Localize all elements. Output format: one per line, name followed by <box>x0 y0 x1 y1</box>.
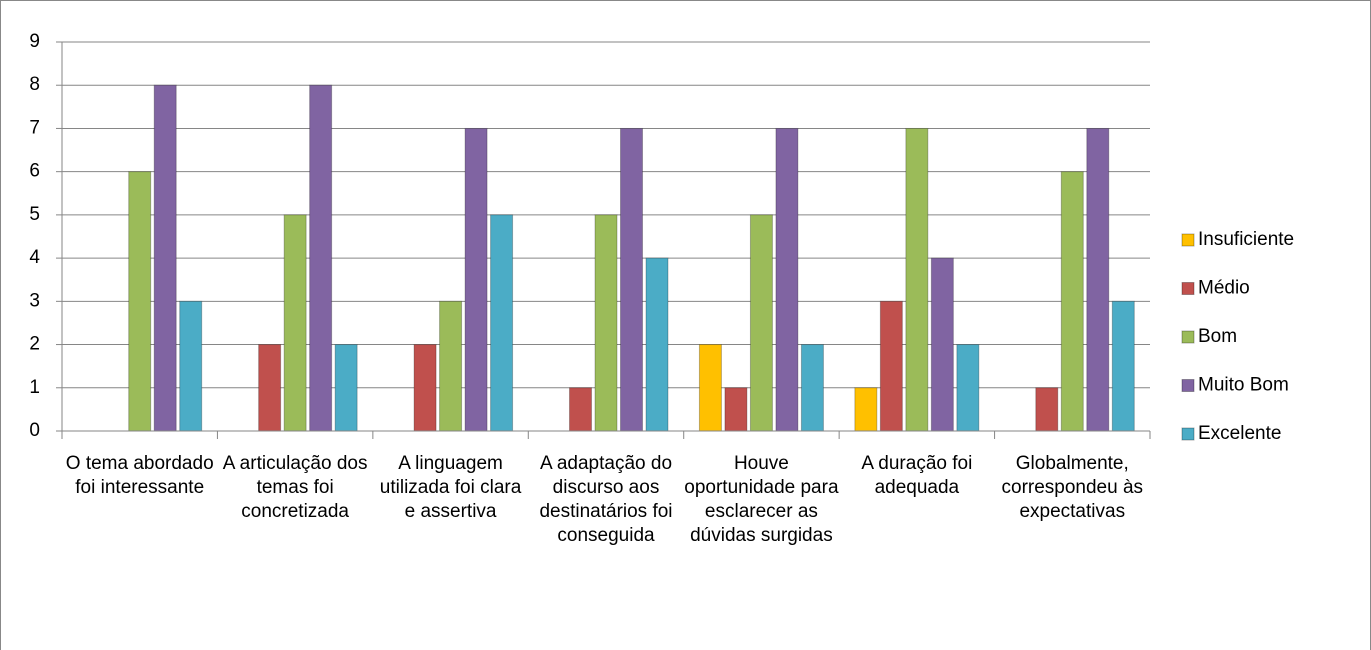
bar <box>645 257 669 432</box>
x-tick-label: Globalmente, correspondeu às expectativa… <box>1001 453 1144 522</box>
bar <box>153 84 177 432</box>
bar <box>800 344 824 432</box>
bar <box>179 300 203 432</box>
bar <box>854 387 878 432</box>
bar <box>775 127 799 432</box>
bar <box>258 344 282 432</box>
y-tick-label: 5 <box>29 204 40 225</box>
bar <box>128 171 152 432</box>
x-tick-label: O tema abordado foi interessante <box>65 453 214 498</box>
legend-swatch <box>1181 233 1195 247</box>
legend-label: Excelente <box>1198 423 1281 444</box>
bar <box>930 257 954 432</box>
bar <box>749 214 773 432</box>
legend-label: Muito Bom <box>1198 375 1289 396</box>
bar <box>1111 300 1135 432</box>
bar <box>879 300 903 432</box>
legend-label: Médio <box>1198 278 1250 299</box>
y-tick-label: 1 <box>29 377 40 398</box>
legend-label: Insuficiente <box>1198 229 1294 250</box>
bar <box>1035 387 1059 432</box>
x-tick-label: A articulação dos temas foi concretizada <box>222 453 368 522</box>
y-tick-label: 6 <box>29 161 40 182</box>
y-tick-label: 9 <box>29 31 40 52</box>
legend-swatch <box>1181 427 1195 441</box>
bar <box>1086 127 1110 432</box>
bar <box>594 214 618 432</box>
y-tick-label: 2 <box>29 334 40 355</box>
bar <box>620 127 643 432</box>
y-tick-label: 4 <box>29 247 40 268</box>
legend-swatch <box>1181 282 1195 295</box>
x-tick-label: Houve oportunidade para esclarecer as dú… <box>684 453 839 546</box>
bar <box>413 344 437 432</box>
bar <box>1060 171 1084 432</box>
y-tick-label: 8 <box>29 74 40 95</box>
x-tick-label: A duração foi adequada <box>861 453 973 498</box>
bar <box>724 387 748 432</box>
bar <box>334 344 358 432</box>
bar <box>439 300 463 432</box>
bar <box>309 84 333 432</box>
bar <box>283 214 307 432</box>
legend-swatch <box>1181 379 1195 392</box>
x-tick-label: A linguagem utilizada foi clara e assert… <box>379 453 522 522</box>
legend-label: Bom <box>1198 326 1237 347</box>
bar <box>905 127 929 432</box>
legend-swatch <box>1181 330 1195 344</box>
bar <box>490 214 514 432</box>
bar <box>956 344 980 432</box>
x-tick-label: A adaptação do discurso aos destinatário… <box>539 453 673 546</box>
y-tick-label: 7 <box>29 117 40 138</box>
bar <box>569 387 592 432</box>
bar <box>464 127 488 432</box>
y-tick-label: 0 <box>29 420 40 441</box>
y-tick-label: 3 <box>29 290 40 311</box>
bar <box>698 344 722 432</box>
